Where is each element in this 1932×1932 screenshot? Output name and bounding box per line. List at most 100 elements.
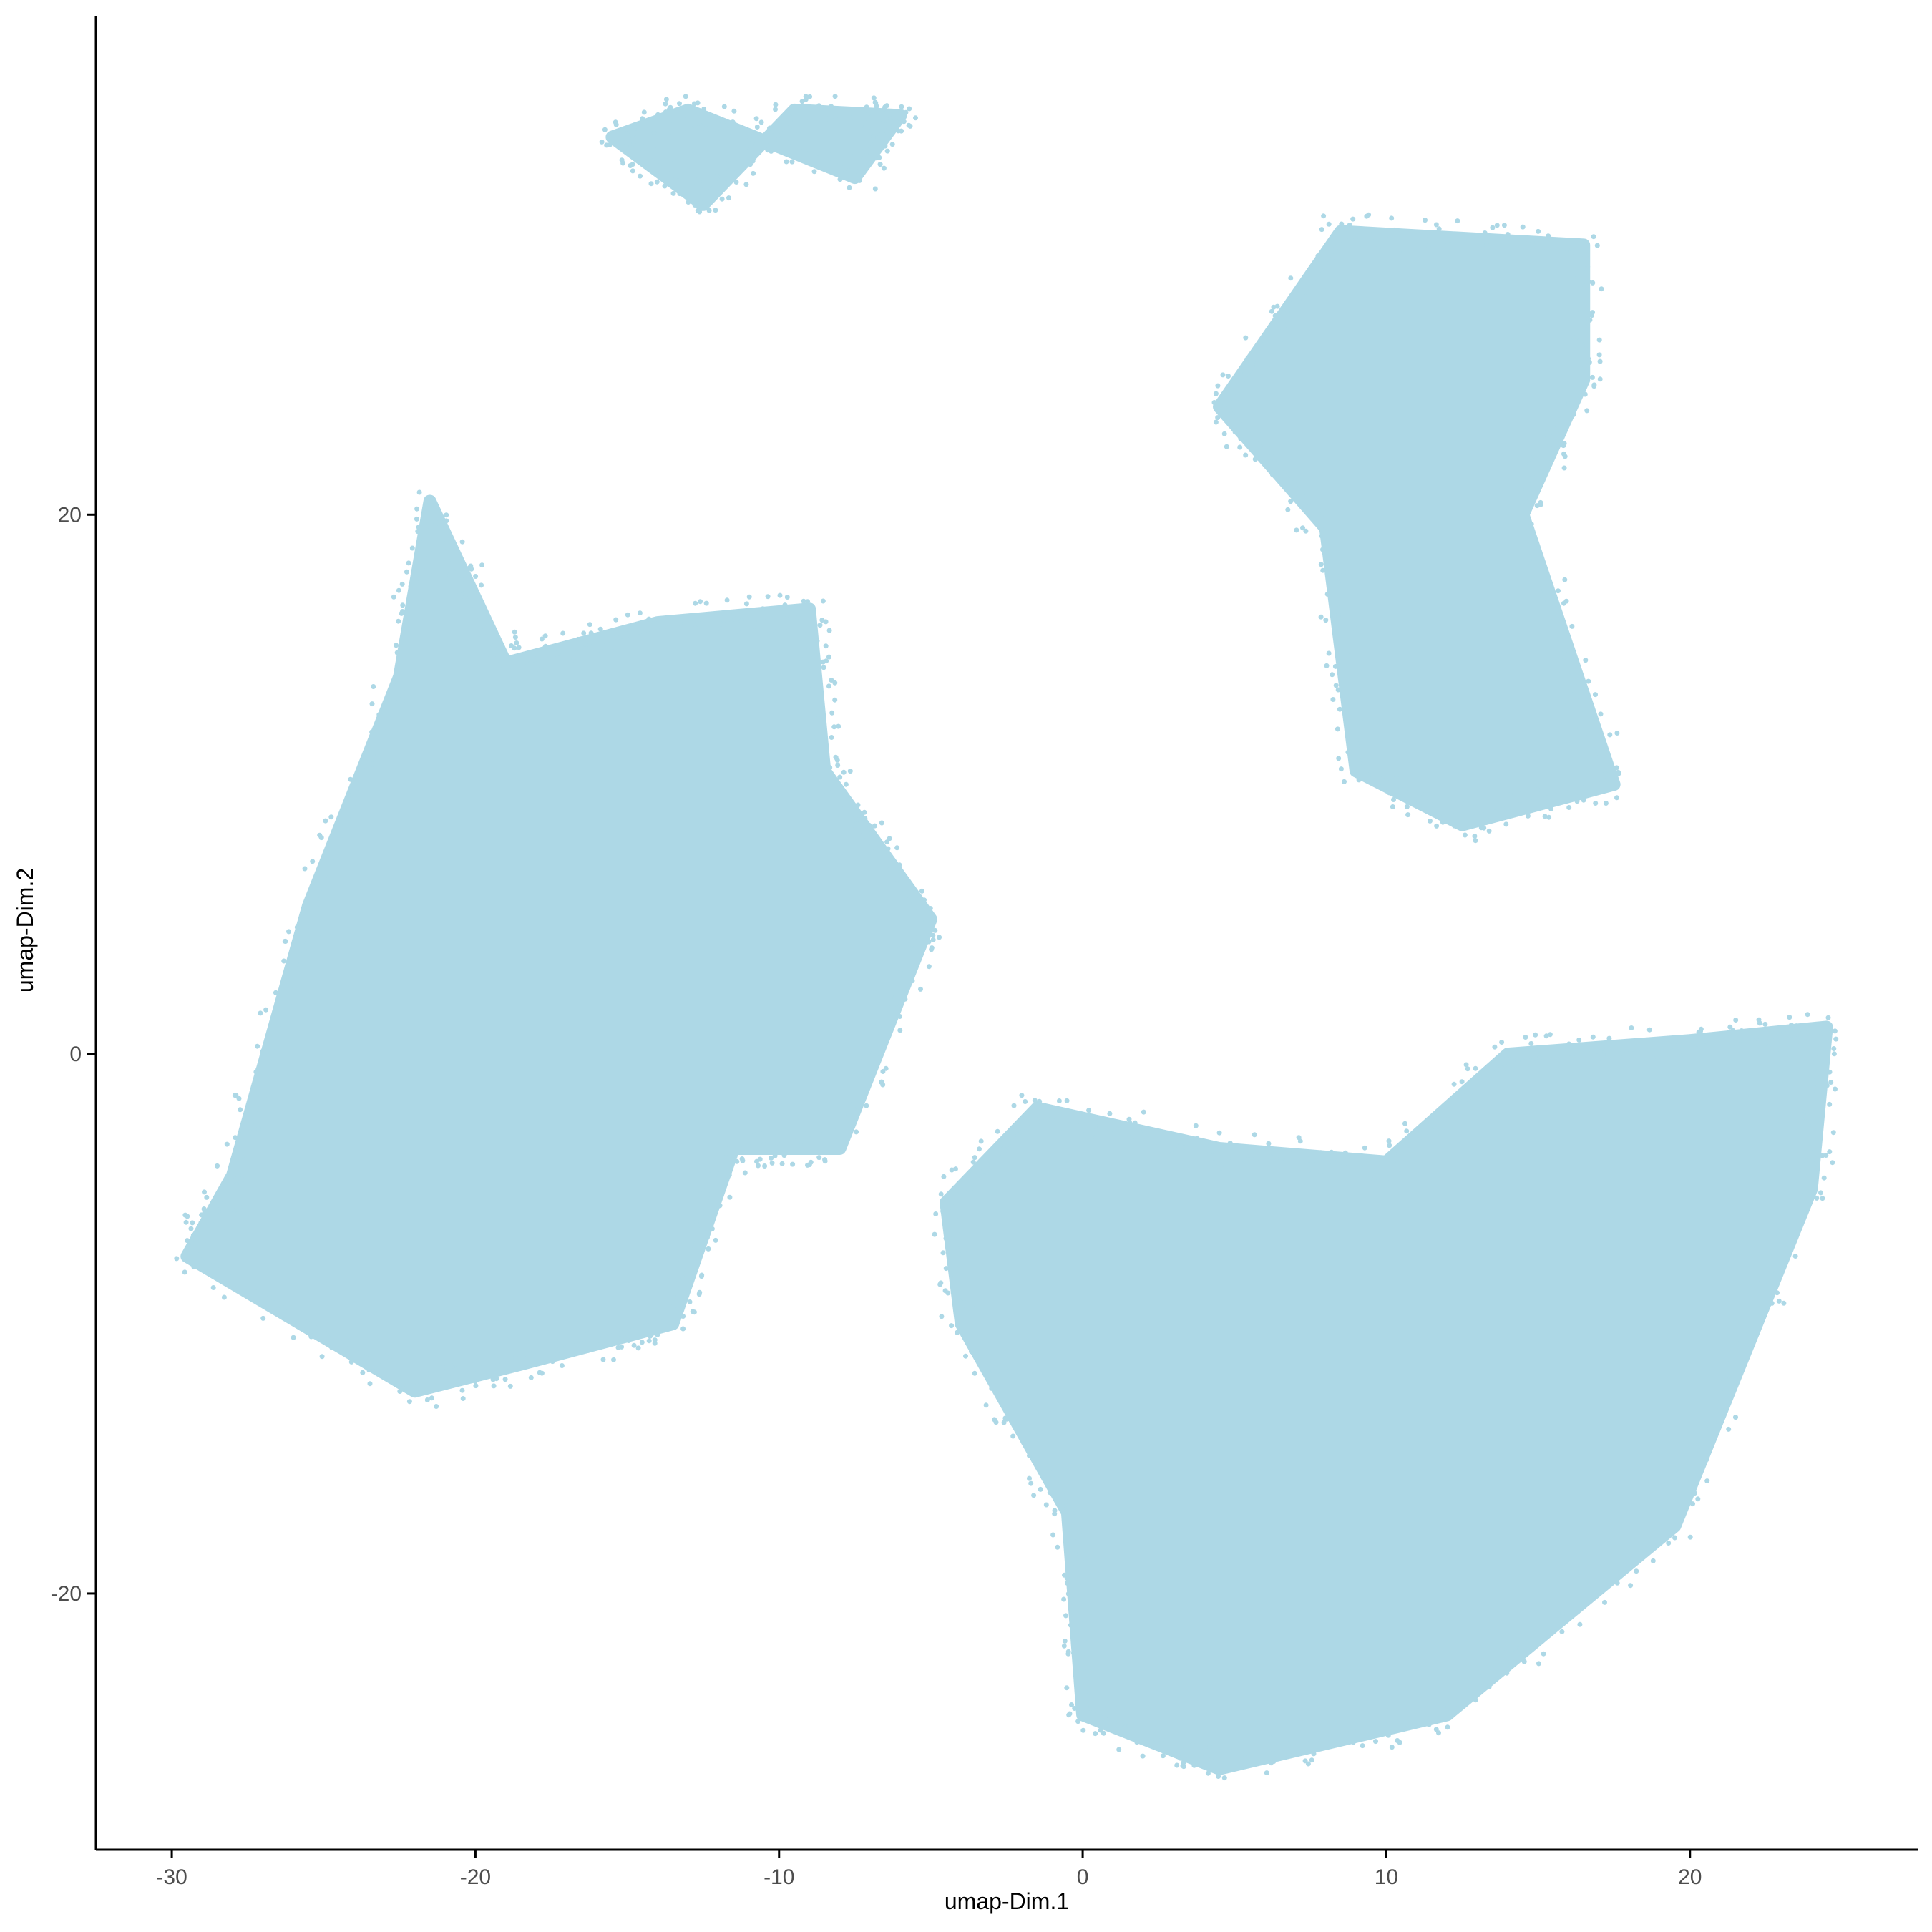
data-point xyxy=(1063,1613,1068,1619)
data-point xyxy=(742,1170,748,1176)
data-point xyxy=(610,644,615,650)
data-point xyxy=(499,1361,505,1366)
data-point xyxy=(345,816,351,821)
data-point xyxy=(1151,1141,1157,1147)
data-point xyxy=(1650,1558,1656,1563)
data-point xyxy=(1016,1397,1022,1403)
cluster-upper-right-cluster xyxy=(1213,225,1621,831)
data-point xyxy=(359,765,365,771)
data-point xyxy=(1565,348,1571,354)
data-point xyxy=(706,208,712,213)
data-point xyxy=(1297,1138,1303,1144)
data-point xyxy=(1766,1044,1771,1050)
data-point xyxy=(1484,1679,1489,1685)
data-point xyxy=(1357,727,1362,733)
data-point xyxy=(468,563,474,569)
data-point xyxy=(859,816,864,822)
data-point xyxy=(1677,1049,1682,1055)
data-point xyxy=(949,1272,955,1277)
data-point xyxy=(1372,234,1377,240)
data-point xyxy=(1126,1116,1132,1122)
data-point xyxy=(950,1206,956,1211)
data-point xyxy=(1345,570,1350,575)
data-point xyxy=(1413,1704,1418,1709)
data-point xyxy=(236,1172,242,1178)
data-point xyxy=(539,636,545,642)
data-point xyxy=(706,1246,711,1252)
data-point xyxy=(1561,465,1567,471)
data-point xyxy=(1614,1580,1620,1586)
data-point xyxy=(1035,1119,1040,1125)
data-point xyxy=(537,1370,542,1375)
data-point xyxy=(318,835,324,841)
data-point xyxy=(1433,222,1439,228)
data-point xyxy=(638,173,643,179)
data-point xyxy=(1252,1148,1257,1154)
data-point xyxy=(938,1280,944,1286)
data-point xyxy=(1342,636,1348,642)
data-point xyxy=(1473,1697,1478,1703)
data-point xyxy=(772,1153,778,1158)
data-point xyxy=(847,185,852,190)
data-point xyxy=(1603,771,1608,776)
data-point xyxy=(1404,804,1410,809)
data-point xyxy=(769,148,774,154)
data-point xyxy=(819,618,825,623)
data-point xyxy=(1326,221,1332,227)
data-point xyxy=(333,866,339,872)
data-point xyxy=(837,177,843,182)
data-point xyxy=(814,751,820,757)
data-point xyxy=(1754,1035,1759,1040)
data-point xyxy=(1690,1501,1695,1507)
data-point xyxy=(859,1091,864,1096)
data-point xyxy=(1332,254,1338,260)
data-point xyxy=(319,1354,325,1360)
data-point xyxy=(1350,216,1356,222)
data-point xyxy=(628,145,634,151)
data-point xyxy=(730,119,736,125)
data-point xyxy=(1621,1052,1626,1058)
data-point xyxy=(613,122,619,127)
data-point xyxy=(801,107,806,112)
data-point xyxy=(687,1299,693,1304)
data-point xyxy=(1466,237,1472,243)
data-point xyxy=(837,774,843,780)
data-point xyxy=(1093,1134,1098,1140)
data-point xyxy=(843,781,849,787)
data-point xyxy=(1027,1475,1032,1481)
data-point xyxy=(1331,515,1337,521)
data-point xyxy=(1292,482,1298,488)
data-point xyxy=(233,1135,238,1141)
data-point xyxy=(1387,1143,1392,1148)
data-point xyxy=(1302,503,1308,509)
data-point xyxy=(824,658,829,664)
data-point xyxy=(328,1331,334,1337)
data-point xyxy=(1607,732,1613,738)
data-point xyxy=(514,1351,520,1357)
data-point xyxy=(273,990,278,995)
data-point xyxy=(992,1417,997,1423)
data-point xyxy=(1395,1738,1400,1743)
data-point xyxy=(1327,1744,1332,1750)
data-point xyxy=(1052,1508,1058,1513)
data-point xyxy=(1158,1131,1164,1136)
data-point xyxy=(1272,313,1278,318)
data-point xyxy=(1566,774,1572,779)
data-point xyxy=(1070,1118,1075,1123)
data-point xyxy=(1536,228,1541,234)
data-point xyxy=(1064,1098,1070,1103)
data-point xyxy=(1524,1063,1530,1069)
data-point xyxy=(683,94,688,99)
data-point xyxy=(855,802,861,808)
data-point xyxy=(1316,1745,1322,1750)
data-point xyxy=(1590,1034,1596,1040)
data-point xyxy=(1325,567,1331,572)
data-point xyxy=(1629,1025,1634,1030)
data-point xyxy=(784,595,790,600)
data-point xyxy=(1385,1732,1391,1738)
data-point xyxy=(396,618,401,624)
data-point xyxy=(980,1178,985,1184)
data-point xyxy=(1243,452,1249,458)
data-point xyxy=(210,1228,216,1234)
data-point xyxy=(182,1269,187,1275)
